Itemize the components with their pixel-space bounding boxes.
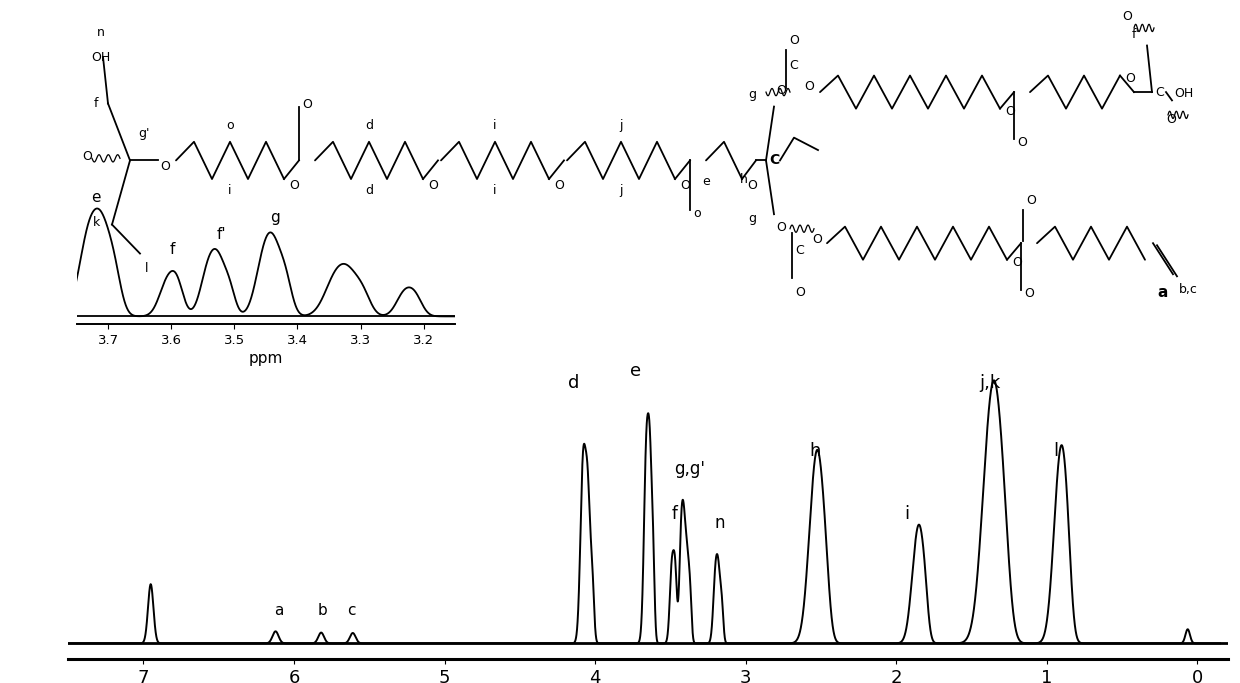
Text: O: O <box>82 150 92 163</box>
Text: O: O <box>812 233 822 246</box>
Text: f: f <box>170 242 175 257</box>
Text: d: d <box>568 374 580 392</box>
Text: O: O <box>776 221 786 234</box>
Text: O: O <box>428 179 438 192</box>
Text: O: O <box>1166 113 1176 126</box>
Text: O: O <box>776 84 786 97</box>
Text: O: O <box>1024 287 1034 300</box>
Text: e: e <box>630 363 641 380</box>
Text: j: j <box>619 184 622 197</box>
Text: n: n <box>715 514 725 532</box>
Text: b,c: b,c <box>1179 283 1198 296</box>
Text: C: C <box>789 59 797 72</box>
Text: d: d <box>365 184 373 197</box>
Text: b: b <box>317 602 327 617</box>
Text: O: O <box>1012 256 1022 269</box>
Text: O: O <box>746 179 756 192</box>
Text: a: a <box>274 602 284 617</box>
Text: O: O <box>680 179 689 192</box>
Text: O: O <box>1004 105 1014 118</box>
Text: O: O <box>1125 72 1135 85</box>
Text: OH: OH <box>92 51 110 64</box>
Text: O: O <box>554 179 564 192</box>
Text: k: k <box>93 216 100 229</box>
Text: f': f' <box>1132 28 1140 41</box>
Text: o: o <box>693 208 701 221</box>
Text: a: a <box>1158 285 1168 300</box>
Text: l: l <box>1054 443 1059 460</box>
Text: i: i <box>904 505 909 523</box>
Text: e: e <box>91 190 100 205</box>
Text: O: O <box>789 35 799 48</box>
Text: n: n <box>97 26 105 39</box>
Text: C: C <box>795 244 804 257</box>
Text: i: i <box>494 120 497 133</box>
Text: c: c <box>347 602 356 617</box>
Text: j: j <box>619 120 622 133</box>
Text: j,k: j,k <box>980 374 1001 392</box>
Text: g: g <box>748 212 756 225</box>
Text: f': f' <box>217 227 227 242</box>
Text: C: C <box>1154 85 1164 98</box>
Text: g: g <box>270 210 280 225</box>
Text: g,g': g,g' <box>675 460 706 477</box>
Text: O: O <box>1017 136 1027 149</box>
Text: h: h <box>740 173 748 186</box>
Text: e: e <box>702 176 709 189</box>
Text: O: O <box>303 98 312 111</box>
Text: f: f <box>93 97 98 110</box>
Text: O: O <box>1025 194 1035 207</box>
Text: l: l <box>145 262 149 275</box>
Text: o: o <box>226 120 234 133</box>
Text: g: g <box>748 88 756 101</box>
Text: O: O <box>160 160 170 173</box>
Text: O: O <box>795 285 805 298</box>
Text: i: i <box>228 184 232 197</box>
Text: g': g' <box>138 127 150 140</box>
Text: O: O <box>289 179 299 192</box>
Text: d: d <box>365 120 373 133</box>
Text: h: h <box>810 443 821 460</box>
Text: i: i <box>494 184 497 197</box>
Text: OH: OH <box>1174 87 1193 100</box>
Text: C: C <box>769 154 779 167</box>
Text: f: f <box>672 505 678 523</box>
X-axis label: ppm: ppm <box>249 351 283 366</box>
Text: O: O <box>1122 10 1132 23</box>
Text: O: O <box>804 80 813 93</box>
